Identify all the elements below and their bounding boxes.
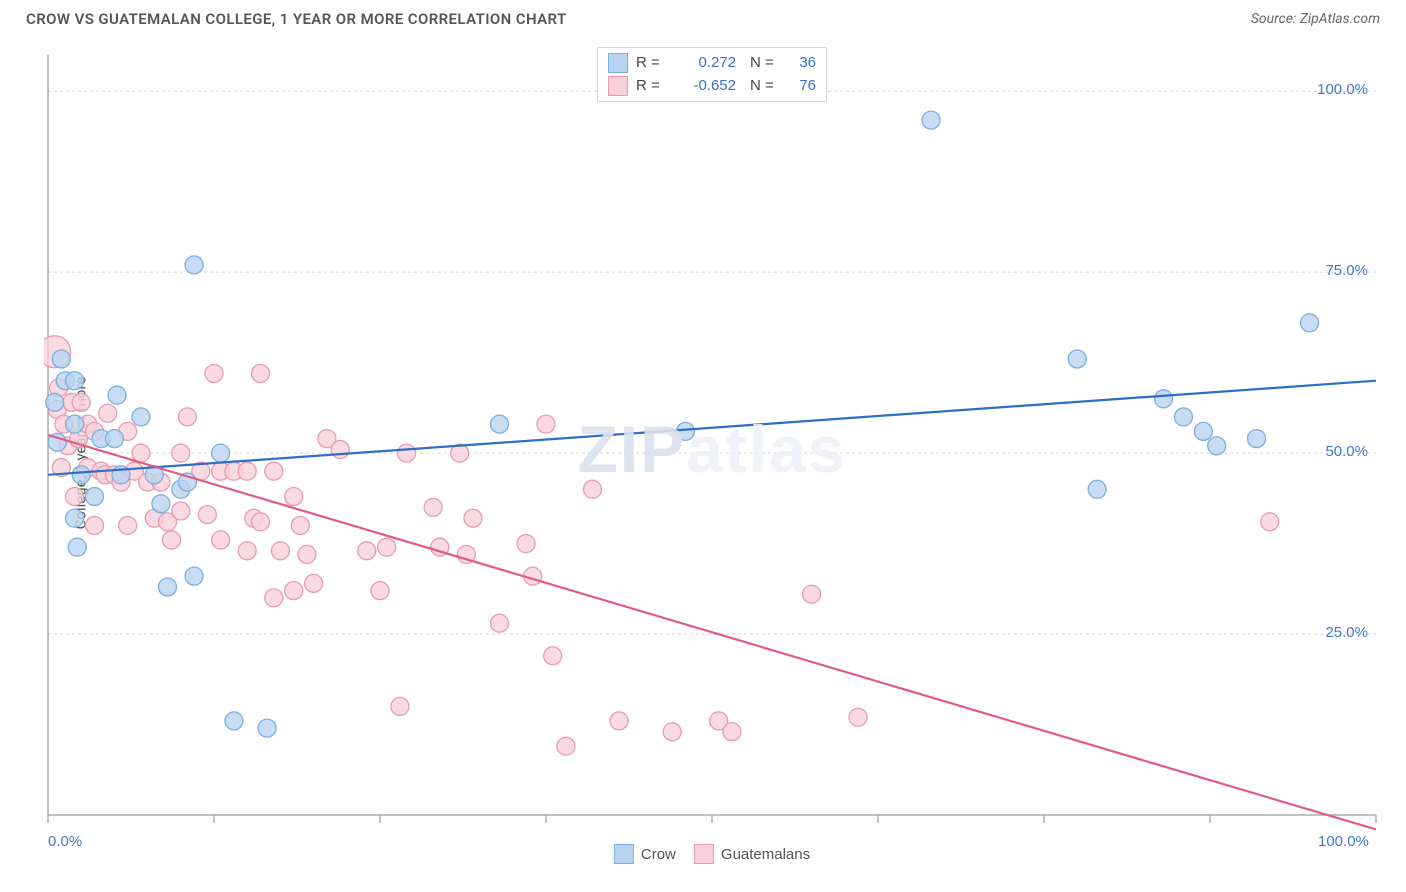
y-tick-label: 50.0% bbox=[1325, 443, 1368, 460]
chart-title: CROW VS GUATEMALAN COLLEGE, 1 YEAR OR MO… bbox=[26, 10, 567, 28]
x-tick-label: 100.0% bbox=[1318, 833, 1369, 850]
n-value: 76 bbox=[788, 75, 816, 98]
r-label: R = bbox=[636, 52, 668, 75]
legend-swatch bbox=[608, 76, 628, 96]
r-value: -0.652 bbox=[676, 75, 736, 98]
y-tick-label: 100.0% bbox=[1317, 81, 1368, 98]
legend-swatch bbox=[694, 844, 714, 864]
chart-area: College, 1 year or more ZIPatlas R =0.27… bbox=[44, 45, 1380, 860]
n-label: N = bbox=[750, 52, 780, 75]
n-label: N = bbox=[750, 75, 780, 98]
x-tick-label: 0.0% bbox=[48, 833, 82, 850]
legend-item: Crow bbox=[614, 844, 676, 864]
scatter-plot bbox=[44, 45, 1380, 860]
legend-swatch bbox=[608, 53, 628, 73]
correlation-legend: R = 0.272 N = 36 R = -0.652 N = 76 bbox=[597, 47, 827, 102]
r-value: 0.272 bbox=[676, 52, 736, 75]
y-tick-label: 75.0% bbox=[1325, 262, 1368, 279]
legend-row: R = -0.652 N = 76 bbox=[608, 75, 816, 98]
legend-row: R = 0.272 N = 36 bbox=[608, 52, 816, 75]
legend-label: Guatemalans bbox=[721, 846, 810, 863]
legend-swatch bbox=[614, 844, 634, 864]
n-value: 36 bbox=[788, 52, 816, 75]
series-legend: Crow Guatemalans bbox=[614, 844, 810, 864]
chart-source: Source: ZipAtlas.com bbox=[1251, 11, 1380, 27]
r-label: R = bbox=[636, 75, 668, 98]
legend-item: Guatemalans bbox=[694, 844, 810, 864]
y-tick-label: 25.0% bbox=[1325, 624, 1368, 641]
legend-label: Crow bbox=[641, 846, 676, 863]
